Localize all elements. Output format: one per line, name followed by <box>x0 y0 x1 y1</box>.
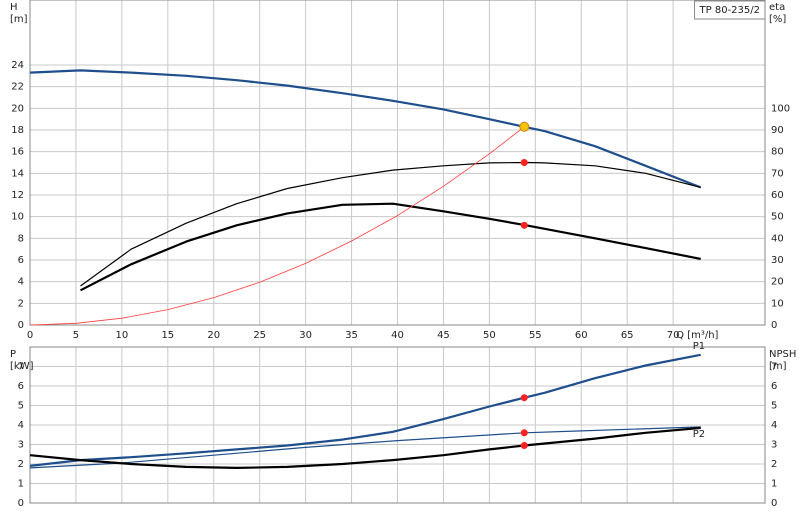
curve-label: P1 <box>693 341 705 352</box>
y-tick-label: 2 <box>18 298 24 309</box>
y2-tick-label: 7 <box>771 362 777 373</box>
x-tick-label: 35 <box>345 330 358 341</box>
duty-point <box>520 429 528 437</box>
y2-axis-label: NPSH <box>769 349 796 360</box>
curve <box>29 426 701 469</box>
y2-tick-label: 20 <box>771 277 784 288</box>
y2-tick-label: 0 <box>771 498 777 509</box>
duty-point <box>520 394 528 402</box>
x-tick-label: 65 <box>621 330 634 341</box>
y2-tick-label: 10 <box>771 298 784 309</box>
y-tick-label: 8 <box>18 233 24 244</box>
x-tick-label: 10 <box>116 330 129 341</box>
x-tick-label: 0 <box>27 330 33 341</box>
y2-tick-label: 3 <box>771 440 777 451</box>
x-tick-label: 40 <box>391 330 404 341</box>
x-tick-label: 30 <box>299 330 312 341</box>
y2-tick-label: 0 <box>771 320 777 331</box>
plot-frame <box>29 0 766 326</box>
y2-tick-label: 60 <box>771 190 784 201</box>
duty-point <box>520 159 528 166</box>
y-tick-label: 3 <box>18 440 24 451</box>
y-tick-label: 12 <box>11 190 24 201</box>
y-tick-label: 4 <box>18 277 24 288</box>
y2-tick-label: 4 <box>771 420 777 431</box>
x-tick-label: 60 <box>575 330 588 341</box>
duty-point <box>520 441 528 449</box>
x-tick-label: 45 <box>437 330 450 341</box>
y2-tick-label: 100 <box>771 103 790 114</box>
x-tick-label: 25 <box>253 330 266 341</box>
y-tick-label: 14 <box>11 168 24 179</box>
y2-tick-label: 40 <box>771 233 784 244</box>
y2-tick-label: 5 <box>771 401 777 412</box>
y2-axis-unit: [m] <box>769 361 787 372</box>
y-tick-label: 6 <box>18 255 24 266</box>
duty-point <box>520 221 528 229</box>
plot-frame <box>29 346 766 504</box>
pump-label: TP 80-235/2 <box>699 5 760 16</box>
x-tick-label: 55 <box>529 330 542 341</box>
y-tick-label: 18 <box>11 125 24 136</box>
y2-tick-label: 2 <box>771 459 777 470</box>
y-tick-label: 1 <box>18 479 24 490</box>
y2-axis-label: eta <box>769 2 785 13</box>
y-tick-label: 10 <box>11 212 24 223</box>
y-tick-label: 6 <box>18 381 24 392</box>
y2-tick-label: 1 <box>771 479 777 490</box>
y-tick-label: 16 <box>11 147 24 158</box>
curve <box>29 426 701 469</box>
y2-tick-label: 70 <box>771 168 784 179</box>
y-tick-label: 0 <box>18 320 24 331</box>
curve <box>29 69 702 189</box>
pump-label-box <box>694 0 766 20</box>
x-axis-label: Q [m³/h] <box>676 330 718 341</box>
x-tick-label: 50 <box>483 330 496 341</box>
y-axis-unit: [m] <box>10 14 28 25</box>
x-tick-label: 15 <box>161 330 174 341</box>
y2-tick-label: 6 <box>771 381 777 392</box>
y-tick-label: 22 <box>11 82 24 93</box>
y2-tick-label: 30 <box>771 255 784 266</box>
y2-tick-label: 80 <box>771 147 784 158</box>
y-tick-label: 5 <box>18 401 24 412</box>
x-tick-label: 5 <box>73 330 79 341</box>
duty-point <box>519 121 530 132</box>
curve <box>80 161 701 287</box>
y2-axis-unit: [%] <box>769 14 786 25</box>
x-tick-label: 70 <box>667 330 680 341</box>
y-tick-label: 20 <box>11 103 24 114</box>
y-tick-label: 0 <box>18 498 24 509</box>
y-axis-unit: [kW] <box>10 361 34 372</box>
y-tick-label: 4 <box>18 420 24 431</box>
y2-tick-label: 50 <box>771 212 784 223</box>
y-tick-label: 2 <box>18 459 24 470</box>
y-axis-label: P <box>10 349 16 360</box>
curve <box>79 202 701 292</box>
y2-tick-label: 90 <box>771 125 784 136</box>
y-tick-label: 7 <box>18 362 24 373</box>
y-axis-label: H <box>10 2 18 13</box>
curve <box>29 126 525 326</box>
curve-label: P2 <box>693 429 705 440</box>
y-tick-label: 24 <box>11 60 24 71</box>
x-tick-label: 20 <box>207 330 220 341</box>
curve <box>29 353 701 467</box>
